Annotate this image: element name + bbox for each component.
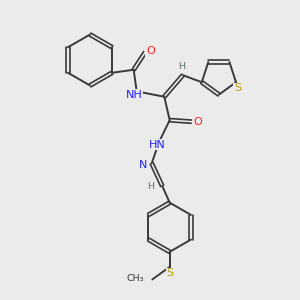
Text: H: H: [178, 62, 185, 71]
Text: CH₃: CH₃: [127, 274, 145, 283]
Text: S: S: [234, 83, 241, 93]
Text: NH: NH: [126, 90, 143, 100]
Text: N: N: [139, 160, 148, 170]
Text: O: O: [194, 117, 202, 127]
Text: H: H: [147, 182, 154, 191]
Text: HN: HN: [149, 140, 166, 150]
Text: O: O: [146, 46, 155, 56]
Text: S: S: [167, 268, 174, 278]
